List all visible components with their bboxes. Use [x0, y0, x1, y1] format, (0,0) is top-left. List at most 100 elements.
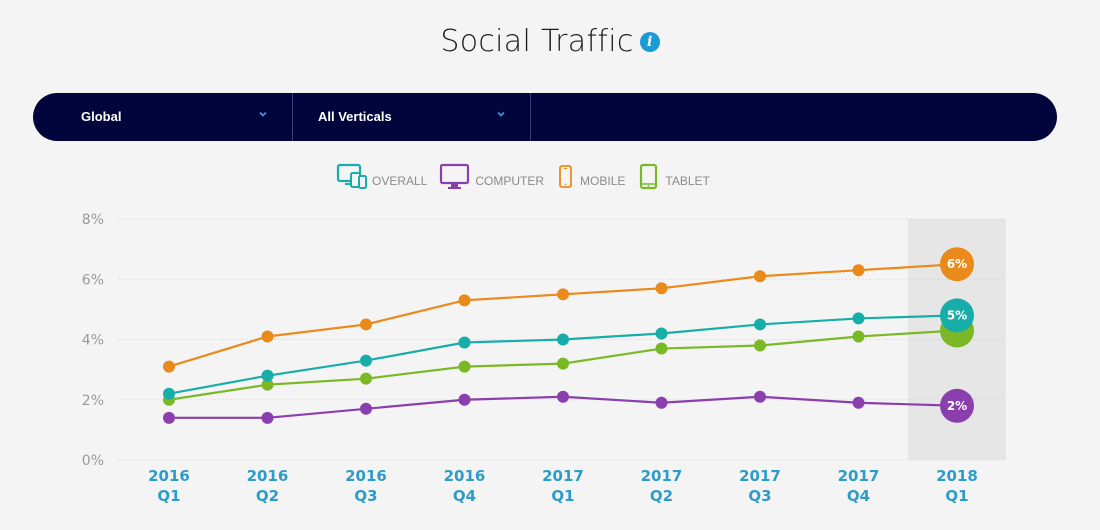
data-point [261, 330, 274, 343]
end-marker [940, 298, 974, 333]
data-point [458, 360, 471, 373]
x-tick-quarter: Q2 [650, 487, 673, 505]
end-value-label: 5% [947, 308, 967, 322]
data-point [458, 336, 471, 349]
data-point [163, 387, 175, 400]
monitor-icon [440, 163, 470, 189]
legend-item-overall[interactable]: OVERALL [336, 163, 427, 191]
x-tick-quarter: Q1 [157, 487, 180, 505]
x-tick-label: 2017 Q3 [739, 467, 781, 505]
legend-label-computer: COMPUTER [475, 174, 545, 188]
legend-item-mobile[interactable]: MOBILE [556, 163, 625, 191]
data-point [163, 360, 175, 373]
legend-item-tablet[interactable]: TABLET [637, 163, 710, 191]
tablet-icon [640, 163, 658, 190]
data-point [458, 294, 471, 307]
x-tick-year: 2016 [247, 467, 289, 485]
series-overall [163, 312, 958, 400]
x-tick-year: 2016 [345, 467, 387, 485]
data-point [852, 312, 865, 325]
end-marker-overall: 5% [940, 298, 974, 333]
end-marker-mobile: 6% [940, 247, 974, 282]
x-tick-year: 2016 [444, 467, 486, 485]
end-marker-computer: 2% [940, 388, 974, 423]
y-tick-label: 4% [82, 333, 104, 349]
x-tick-label: 2017 Q2 [641, 467, 683, 505]
data-point [655, 396, 668, 409]
legend-label-overall: OVERALL [372, 174, 428, 188]
x-tick-year: 2016 [148, 467, 190, 485]
chevron-down-icon [259, 111, 267, 117]
x-tick-label: 2018 Q1 [936, 467, 978, 505]
legend-label-mobile: MOBILE [580, 174, 626, 188]
data-point [360, 318, 372, 331]
x-tick-year: 2017 [542, 467, 584, 485]
title-row: Social Traffic i [0, 24, 1100, 59]
data-point [754, 390, 766, 403]
y-tick-label: 2% [82, 393, 104, 409]
data-point [261, 411, 274, 424]
data-point [655, 342, 668, 355]
end-marker [940, 388, 974, 423]
data-point [360, 372, 372, 385]
data-point [261, 369, 274, 382]
data-point [360, 354, 372, 367]
region-dropdown[interactable]: Global [33, 93, 293, 141]
data-point [754, 339, 766, 352]
data-point [655, 282, 668, 295]
data-point [557, 333, 569, 346]
end-value-label: 2% [947, 399, 967, 413]
y-tick-label: 8% [82, 212, 104, 228]
x-tick-label: 2017 Q4 [838, 467, 880, 505]
x-tick-year: 2017 [838, 467, 880, 485]
end-marker [940, 247, 974, 282]
series-line [168, 314, 958, 395]
filter-bar: Global All Verticals [33, 93, 1057, 141]
x-tick-year: 2018 [936, 467, 978, 485]
data-point [557, 357, 569, 370]
x-tick-quarter: Q2 [256, 487, 279, 505]
legend: OVERALL COMPUTER MOBILE TABLET [336, 163, 722, 191]
legend-label-tablet: TABLET [665, 174, 710, 188]
legend-item-computer[interactable]: COMPUTER [439, 163, 544, 191]
series-tablet [163, 329, 958, 406]
devices-icon [336, 163, 367, 189]
x-tick-year: 2017 [641, 467, 683, 485]
data-point [557, 390, 569, 403]
smartphone-icon [559, 165, 572, 188]
x-tick-label: 2016 Q1 [148, 467, 190, 505]
data-point [754, 318, 766, 331]
data-point [852, 330, 865, 343]
x-tick-label: 2016 Q4 [444, 467, 486, 505]
region-dropdown-label: Global [81, 109, 122, 124]
series-computer [163, 390, 958, 424]
data-point [261, 378, 274, 391]
x-tick-year: 2017 [739, 467, 781, 485]
vertical-dropdown-label: All Verticals [318, 109, 392, 124]
end-value-label: 6% [947, 257, 967, 271]
x-tick-quarter: Q1 [551, 487, 574, 505]
vertical-dropdown[interactable]: All Verticals [293, 93, 531, 141]
x-tick-quarter: Q3 [354, 487, 377, 505]
data-point [458, 393, 471, 406]
info-icon[interactable]: i [639, 31, 660, 52]
page-title: Social Traffic [440, 24, 634, 59]
x-tick-label: 2016 Q2 [247, 467, 289, 505]
x-tick-quarter: Q4 [847, 487, 870, 505]
data-point [360, 402, 372, 415]
data-point [163, 411, 175, 424]
x-tick-label: 2016 Q3 [345, 467, 387, 505]
x-tick-quarter: Q1 [945, 487, 968, 505]
data-point [655, 327, 668, 340]
x-tick-quarter: Q3 [748, 487, 771, 505]
x-tick-label: 2017 Q1 [542, 467, 584, 505]
y-tick-label: 0% [82, 453, 104, 469]
x-tick-quarter: Q4 [453, 487, 476, 505]
y-tick-label: 6% [82, 272, 104, 288]
data-point [557, 288, 569, 301]
data-point [754, 270, 766, 283]
series-mobile [163, 263, 958, 373]
chevron-down-icon [497, 111, 505, 117]
data-point [852, 396, 865, 409]
